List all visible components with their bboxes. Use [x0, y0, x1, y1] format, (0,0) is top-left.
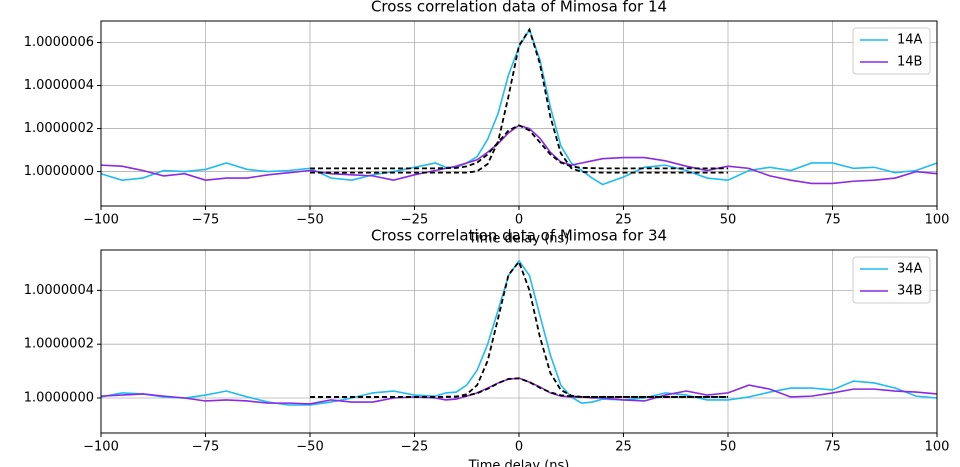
x-axis-label: Time delay (ns) [468, 232, 570, 247]
y-tick-label: 1.0000002 [24, 337, 94, 352]
x-tick-label: 75 [824, 213, 841, 228]
y-tick-label: 1.0000000 [24, 164, 94, 179]
x-tick-label: 0 [515, 213, 523, 228]
x-tick-label: 100 [925, 213, 950, 228]
x-tick-label: −75 [192, 440, 219, 455]
axes-frame [100, 249, 938, 434]
y-tick-label: 1.0000000 [24, 391, 94, 406]
legend-label: 34B [897, 284, 922, 299]
x-tick-label: −100 [83, 213, 119, 228]
x-tick-label: 0 [515, 440, 523, 455]
x-tick-label: −50 [296, 440, 323, 455]
x-tick-label: −100 [83, 440, 119, 455]
x-tick-label: 25 [615, 213, 632, 228]
legend-label: 14B [897, 55, 922, 70]
x-axis-label: Time delay (ns) [468, 459, 570, 467]
legend-label: 14A [897, 33, 923, 48]
fit-line [310, 377, 728, 398]
x-tick-label: −75 [192, 213, 219, 228]
fit-line [310, 27, 728, 174]
x-tick-label: 25 [615, 440, 632, 455]
chart-title: Cross correlation data of Mimosa for 34 [371, 227, 667, 245]
axes-frame [100, 20, 938, 207]
x-tick-label: −25 [401, 440, 428, 455]
x-tick-label: −25 [401, 213, 428, 228]
x-tick-label: 75 [824, 440, 841, 455]
chart-title: Cross correlation data of Mimosa for 14 [371, 0, 667, 16]
series-line [100, 259, 938, 406]
x-tick-label: 50 [720, 440, 737, 455]
y-tick-label: 1.0000006 [24, 35, 94, 50]
x-tick-label: 100 [925, 440, 950, 455]
y-tick-label: 1.0000004 [24, 283, 94, 298]
fit-line [310, 124, 728, 170]
x-tick-label: −50 [296, 213, 323, 228]
series-line [100, 27, 938, 186]
y-tick-label: 1.0000002 [24, 121, 94, 136]
x-tick-label: 50 [720, 213, 737, 228]
legend-label: 34A [897, 262, 923, 277]
y-tick-label: 1.0000004 [24, 78, 94, 93]
